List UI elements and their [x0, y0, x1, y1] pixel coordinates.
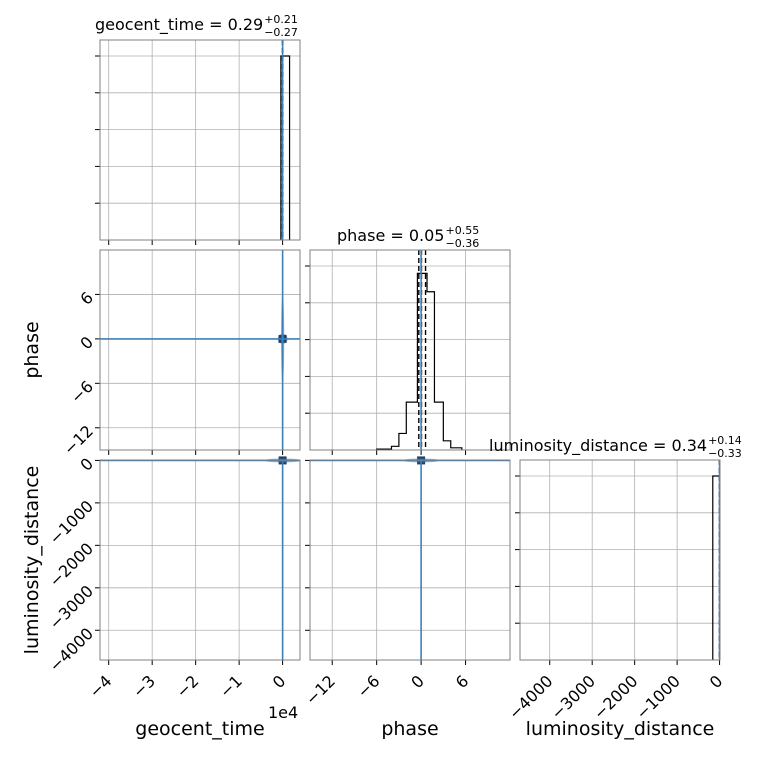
xaxis-label-geocent_time: geocent_time	[135, 718, 264, 740]
xtick-label-geocent_time: 0	[269, 671, 290, 692]
panel-title-geocent_time: geocent_time = 0.29	[95, 15, 263, 35]
panel-luminosity_distance-vs-geocent_time-frame	[99, 459, 301, 661]
ytick-label-luminosity_distance: −1000	[45, 497, 97, 549]
panel-title-luminosity_distance: luminosity_distance = 0.34	[489, 436, 707, 456]
xtick-label-phase: −12	[302, 671, 339, 708]
data-layer	[100, 40, 721, 660]
ytick-label-phase: −12	[60, 421, 97, 458]
ytick-label-luminosity_distance: −4000	[45, 624, 97, 676]
xaxis-offset-label: 1e4	[268, 703, 298, 722]
xtick-label-phase: −6	[353, 671, 383, 701]
ytick-label-phase: −6	[67, 377, 97, 407]
panel-title-upper-phase: +0.55	[445, 224, 479, 237]
panel-title-lower-phase: −0.36	[445, 237, 479, 250]
ytick-label-phase: 0	[76, 333, 97, 354]
grid-layer	[100, 40, 720, 660]
ytick-label-luminosity_distance: −2000	[45, 539, 97, 591]
ytick-label-luminosity_distance: −3000	[45, 581, 97, 633]
xtick-label-luminosity_distance: 0	[706, 671, 727, 692]
xtick-label-phase: 6	[452, 671, 473, 692]
xtick-label-luminosity_distance: −2000	[590, 671, 642, 723]
xtick-label-geocent_time: −4	[85, 671, 115, 701]
histogram-phase	[376, 272, 463, 450]
panel-title-lower-luminosity_distance: −0.33	[708, 447, 742, 460]
panel-luminosity_distance-vs-luminosity_distance-frame	[519, 459, 721, 661]
xtick-label-geocent_time: −2	[172, 671, 202, 701]
panel-title-upper-luminosity_distance: +0.14	[708, 434, 742, 447]
xtick-label-phase: 0	[407, 671, 428, 692]
xtick-label-luminosity_distance: −3000	[547, 671, 599, 723]
panel-phase-vs-geocent_time-frame	[99, 249, 301, 451]
xtick-label-luminosity_distance: −1000	[632, 671, 684, 723]
xtick-label-geocent_time: −3	[129, 671, 159, 701]
histogram-luminosity_distance	[712, 475, 721, 660]
xtick-label-geocent_time: −1	[216, 671, 246, 701]
panel-luminosity_distance-vs-phase-frame	[309, 459, 511, 661]
panel-phase-vs-phase-frame	[309, 249, 511, 451]
frame-layer	[95, 39, 721, 665]
ytick-label-luminosity_distance: 0	[76, 454, 97, 475]
panel-title-lower-geocent_time: −0.27	[264, 26, 298, 39]
panel-geocent_time-vs-geocent_time-frame	[99, 39, 301, 241]
yaxis-label-luminosity_distance: luminosity_distance	[21, 466, 43, 655]
panel-title-phase: phase = 0.05	[337, 226, 444, 245]
panel-title-upper-geocent_time: +0.21	[264, 13, 298, 26]
yaxis-label-phase: phase	[21, 321, 43, 378]
xaxis-label-luminosity_distance: luminosity_distance	[526, 718, 715, 740]
xtick-label-luminosity_distance: −4000	[505, 671, 557, 723]
ytick-label-phase: 6	[76, 288, 97, 309]
histogram-geocent_time	[280, 55, 291, 240]
xaxis-label-phase: phase	[381, 718, 438, 740]
